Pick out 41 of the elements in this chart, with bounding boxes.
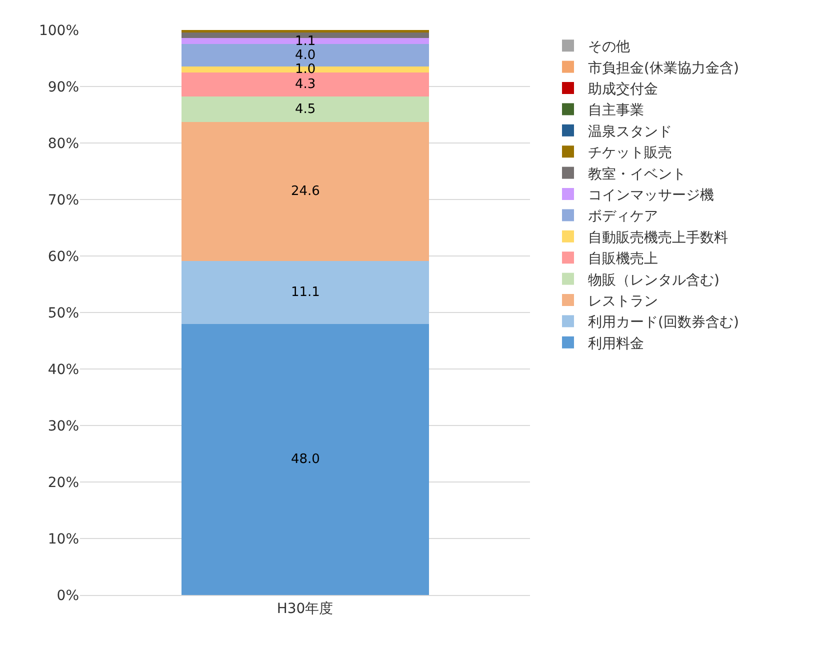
legend-label: 温泉スタンド (588, 124, 672, 140)
data-label: 1.0 (295, 62, 316, 77)
data-label: 4.5 (295, 102, 316, 117)
bar (181, 96, 429, 122)
y-tick-label: 40% (48, 362, 79, 378)
data-label: 24.6 (291, 184, 320, 199)
y-tick-label: 50% (48, 305, 79, 322)
legend-label: その他 (588, 39, 630, 56)
data-label: 1.1 (295, 34, 316, 49)
data-label: 4.3 (295, 77, 316, 92)
legend-label: レストラン (588, 293, 658, 310)
y-tick-label: 0% (56, 588, 79, 604)
y-tick-label: 60% (48, 248, 79, 265)
y-tick-label: 30% (48, 418, 79, 434)
y-tick-label: 20% (48, 474, 79, 491)
bar (181, 72, 429, 97)
y-tick-label: 70% (48, 192, 79, 208)
y-tick-label: 100% (38, 22, 79, 39)
legend-label: 利用料金 (588, 336, 644, 352)
legend-label: コインマッサージ機 (588, 187, 714, 204)
y-tick-label: 80% (48, 136, 79, 152)
data-label: 11.1 (291, 285, 320, 300)
bar (181, 38, 429, 44)
legend-label: 自販機売上 (588, 251, 658, 268)
bar (181, 261, 429, 324)
legend-label: 教室・イベント (588, 166, 686, 182)
legend-label: 物販（レンタル含む) (588, 272, 720, 288)
y-tick-label: 90% (48, 79, 79, 96)
bar (181, 324, 429, 595)
legend-label: 利用カード(回数券含む) (588, 314, 739, 331)
data-label: 4.0 (295, 48, 316, 63)
bar (181, 122, 429, 262)
legend-label: 自主事業 (588, 102, 644, 119)
x-tick-label: H30年度 (276, 600, 334, 617)
data-label: 48.0 (291, 452, 320, 467)
legend-label: チケット販売 (588, 145, 672, 162)
legend-label: ボディケア (588, 208, 658, 225)
y-tick-label: 10% (48, 531, 79, 548)
legend-label: 助成交付金 (588, 81, 658, 98)
legend-label: 市負担金(休業協力金含) (588, 60, 739, 76)
legend-label: 自動販売機売上手数料 (588, 230, 728, 246)
